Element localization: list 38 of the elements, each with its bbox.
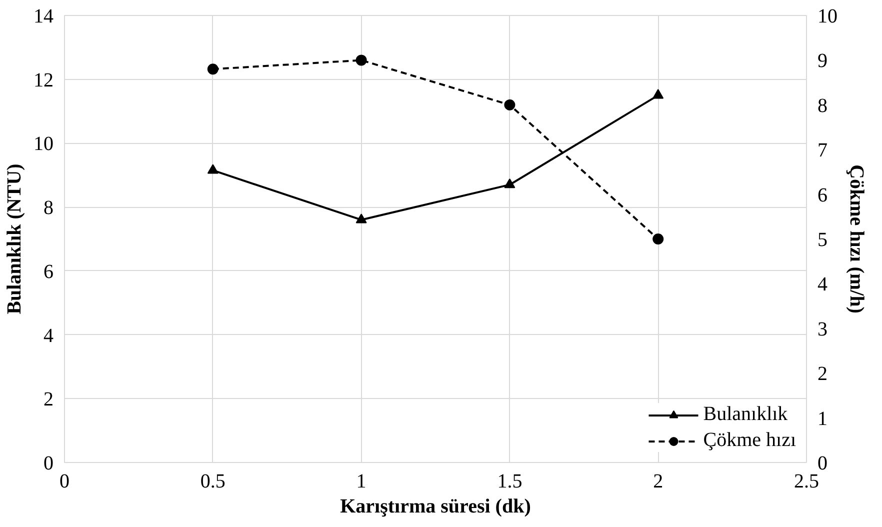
y2-tick-label: 1 xyxy=(818,408,828,430)
point xyxy=(207,64,218,75)
y2-tick-label: 0 xyxy=(818,452,828,474)
y2-tick-label: 9 xyxy=(818,50,828,72)
point xyxy=(504,99,516,110)
x-tick-label: 2.5 xyxy=(794,470,819,492)
y2-axis-title: Çökme hızı (m/h) xyxy=(846,164,868,314)
y2-tick-label: 2 xyxy=(818,363,828,386)
x-tick-label: 0 xyxy=(60,470,70,492)
y2-tick-label: 10 xyxy=(818,6,838,28)
y-tick-label: 2 xyxy=(44,388,54,411)
x-tick-label: 0.5 xyxy=(200,470,226,492)
y2-tick-label: 3 xyxy=(818,318,828,340)
x-tick-label: 1 xyxy=(356,470,366,492)
point xyxy=(356,54,367,66)
point xyxy=(207,164,218,174)
y-tick-label: 14 xyxy=(34,6,54,28)
y-axis-title: Bulanıklık (NTU) xyxy=(4,164,26,314)
y2-tick-label: 7 xyxy=(818,140,828,162)
y-tick-label: 6 xyxy=(44,260,54,283)
y-tick-label: 4 xyxy=(44,324,54,347)
point xyxy=(652,234,664,244)
y-tick-label: 10 xyxy=(34,133,54,156)
y2-tick-label: 4 xyxy=(818,274,828,296)
x-tick-label: 2 xyxy=(653,470,664,492)
x-axis-title: Karıştırma süresi (dk) xyxy=(340,496,531,518)
y-tick-label: 0 xyxy=(44,452,54,474)
point xyxy=(504,178,516,188)
point xyxy=(356,214,367,224)
y2-tick-label: 5 xyxy=(818,229,828,251)
y-tick-label: 12 xyxy=(34,69,54,92)
y2-tick-label: 8 xyxy=(818,94,828,117)
point xyxy=(652,89,664,99)
x-tick-label: 1.5 xyxy=(497,470,522,492)
y-tick-label: 8 xyxy=(44,197,54,220)
legend-label: Çökme hızı xyxy=(703,429,796,452)
legend-label: Bulanıklık xyxy=(703,403,788,426)
y2-tick-label: 6 xyxy=(818,184,828,206)
